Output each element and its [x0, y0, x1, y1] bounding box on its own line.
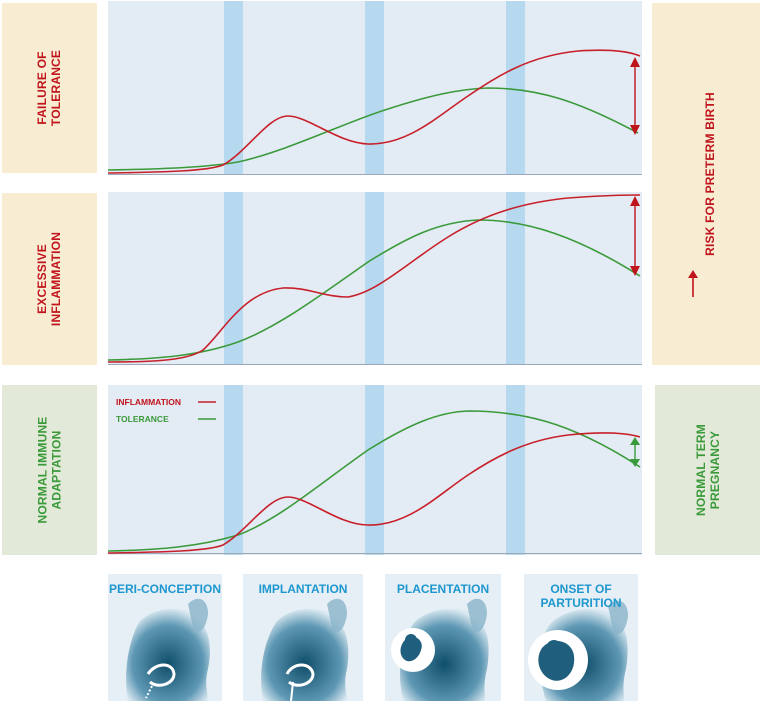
legend-inflammation-label: INFLAMMATION: [116, 397, 181, 407]
stage-label: IMPLANTATION: [258, 582, 348, 596]
stage-band-2: [365, 1, 384, 175]
stage-band-2: [365, 192, 384, 365]
fetus-icon: [385, 574, 501, 701]
stage-tile-implantation: IMPLANTATION: [243, 574, 363, 701]
risk-preterm-birth-label: RISK FOR PRETERM BIRTH: [703, 92, 718, 256]
row-label-failure-of-tolerance: FAILURE OF TOLERANCE: [2, 3, 97, 173]
legend: INFLAMMATION TOLERANCE: [116, 397, 216, 424]
tolerance-curve: [108, 219, 641, 361]
stage-tile-peri-conception: PERI-CONCEPTION: [108, 574, 222, 701]
stage-band-3: [506, 192, 525, 365]
row-label-normal-immune-adaptation: NORMAL IMMUNE ADAPTATION: [2, 385, 97, 555]
fetus-term-icon: [524, 574, 638, 701]
stage-band-3: [506, 385, 525, 555]
inflammation-curve: [108, 432, 641, 554]
row-label-text: NORMAL IMMUNE ADAPTATION: [35, 416, 64, 524]
stage-band-1: [224, 1, 243, 175]
stage-tile-placentation: PLACENTATION: [385, 574, 501, 701]
normal-term-pregnancy-box: NORMAL TERM PREGNANCY: [655, 385, 760, 555]
tolerance-curve: [108, 87, 639, 171]
tolerance-curve: [108, 410, 641, 552]
risk-up-arrow-icon: [688, 270, 698, 297]
stage-band-3: [506, 1, 525, 175]
stage-band-1: [224, 385, 243, 555]
panel-normal-immune-adaptation: INFLAMMATION TOLERANCE: [108, 385, 642, 555]
stage-band-1: [224, 192, 243, 365]
normal-term-pregnancy-label: NORMAL TERM PREGNANCY: [693, 424, 722, 516]
gap-arrow-icon: [630, 437, 640, 467]
inflammation-curve: [108, 194, 641, 363]
row-label-text: EXCESSIVE INFLAMMATION: [35, 231, 64, 327]
stage-tile-onset-of-parturition: ONSET OF PARTURITION: [524, 574, 638, 701]
stage-label: PERI-CONCEPTION: [108, 582, 221, 596]
stage-band-2: [365, 385, 384, 555]
pelvis-sperm-icon: [108, 574, 222, 701]
legend-tolerance-label: TOLERANCE: [116, 414, 169, 424]
panel-failure-of-tolerance: [108, 1, 642, 175]
gap-arrow-icon: [630, 57, 640, 135]
pelvis-embryo-icon: [243, 574, 363, 701]
stage-label: ONSET OF PARTURITION: [540, 582, 622, 610]
gap-arrow-icon: [630, 196, 640, 276]
row-label-text: FAILURE OF TOLERANCE: [35, 49, 64, 127]
stage-label: PLACENTATION: [396, 582, 490, 596]
risk-preterm-birth-box: RISK FOR PRETERM BIRTH: [652, 3, 760, 365]
inflammation-curve: [108, 49, 641, 174]
panel-excessive-inflammation: [108, 192, 642, 365]
row-label-excessive-inflammation: EXCESSIVE INFLAMMATION: [2, 193, 97, 365]
